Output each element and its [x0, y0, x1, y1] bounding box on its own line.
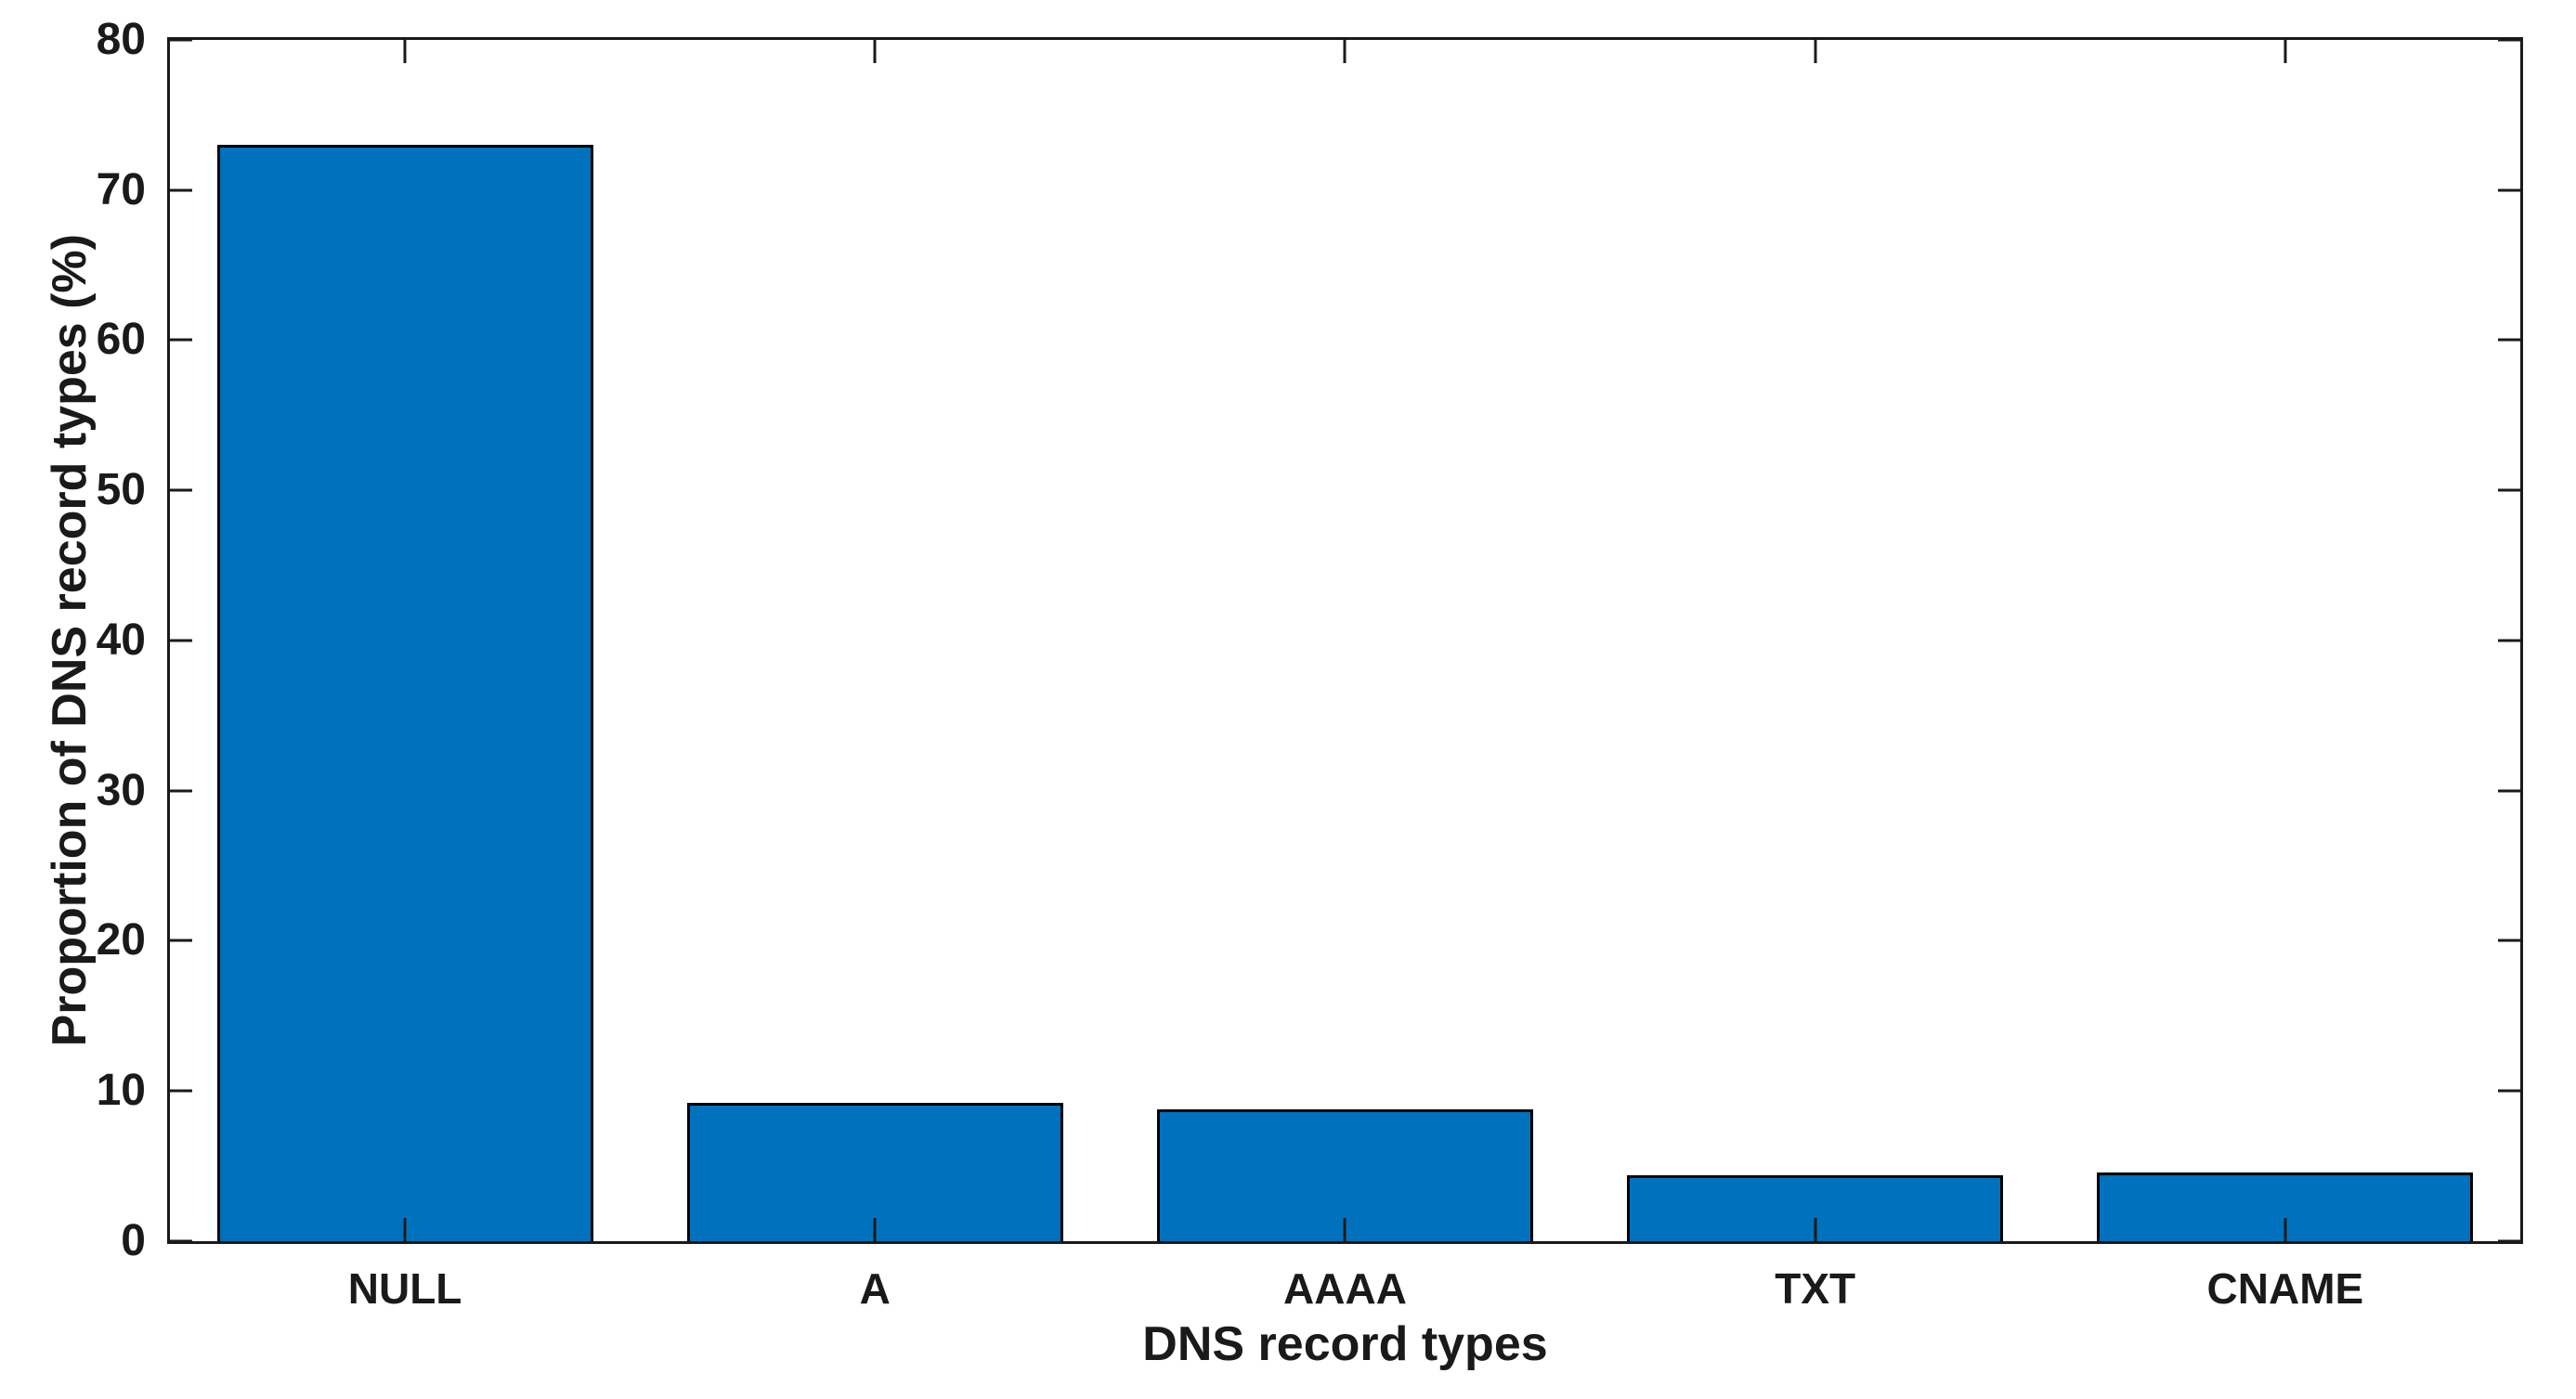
x-tick-label-null: NULL	[347, 1263, 462, 1313]
y-tick-right-60	[2497, 338, 2520, 342]
y-tick-right-70	[2497, 188, 2520, 192]
y-tick-label-30: 30	[96, 765, 146, 815]
x-tick-label-aaaa: AAAA	[1283, 1263, 1407, 1313]
y-tick-label-0: 0	[121, 1215, 146, 1265]
bar-null	[216, 145, 593, 1241]
x-tick-top-a	[873, 39, 877, 63]
y-tick-right-10	[2497, 1089, 2520, 1093]
y-tick-left-60	[170, 338, 192, 342]
x-tick-label-cname: CNAME	[2206, 1263, 2364, 1313]
y-tick-label-20: 20	[96, 915, 146, 965]
x-tick-bottom-aaaa	[1343, 1217, 1347, 1241]
y-tick-left-80	[170, 38, 192, 42]
y-tick-label-60: 60	[96, 315, 146, 365]
x-tick-top-txt	[1814, 39, 1817, 63]
y-tick-right-20	[2497, 939, 2520, 942]
x-tick-bottom-txt	[1814, 1217, 1817, 1241]
y-tick-right-0	[2497, 1239, 2520, 1243]
x-tick-label-a: A	[859, 1263, 891, 1313]
x-tick-bottom-a	[873, 1217, 877, 1241]
y-tick-right-30	[2497, 789, 2520, 793]
y-tick-left-40	[170, 639, 192, 642]
x-tick-label-txt: TXT	[1775, 1263, 1856, 1313]
y-axis-label-container: Proportion of DNS record types (%)	[37, 37, 102, 1244]
y-tick-label-70: 70	[96, 164, 146, 214]
x-tick-bottom-cname	[2283, 1217, 2287, 1241]
x-tick-top-cname	[2283, 39, 2287, 63]
y-tick-right-40	[2497, 639, 2520, 642]
y-tick-left-30	[170, 789, 192, 793]
y-tick-right-80	[2497, 38, 2520, 42]
y-tick-right-50	[2497, 488, 2520, 492]
x-tick-top-null	[403, 39, 407, 63]
y-tick-label-50: 50	[96, 465, 146, 515]
y-tick-label-80: 80	[96, 14, 146, 64]
y-tick-left-0	[170, 1239, 192, 1243]
plot-area: DNS record types 0 10 20 30 40 50 60 70 80 NULL A A…	[97, 17, 2523, 1368]
y-tick-left-10	[170, 1089, 192, 1093]
y-tick-label-10: 10	[96, 1066, 146, 1116]
y-tick-left-70	[170, 188, 192, 192]
y-tick-left-20	[170, 939, 192, 942]
x-axis-label: DNS record types	[1142, 1316, 1548, 1371]
x-tick-top-aaaa	[1343, 39, 1347, 63]
y-tick-left-50	[170, 488, 192, 492]
x-tick-bottom-null	[403, 1217, 407, 1241]
y-tick-label-40: 40	[96, 615, 146, 665]
y-axis-label: Proportion of DNS record types (%)	[43, 234, 97, 1047]
